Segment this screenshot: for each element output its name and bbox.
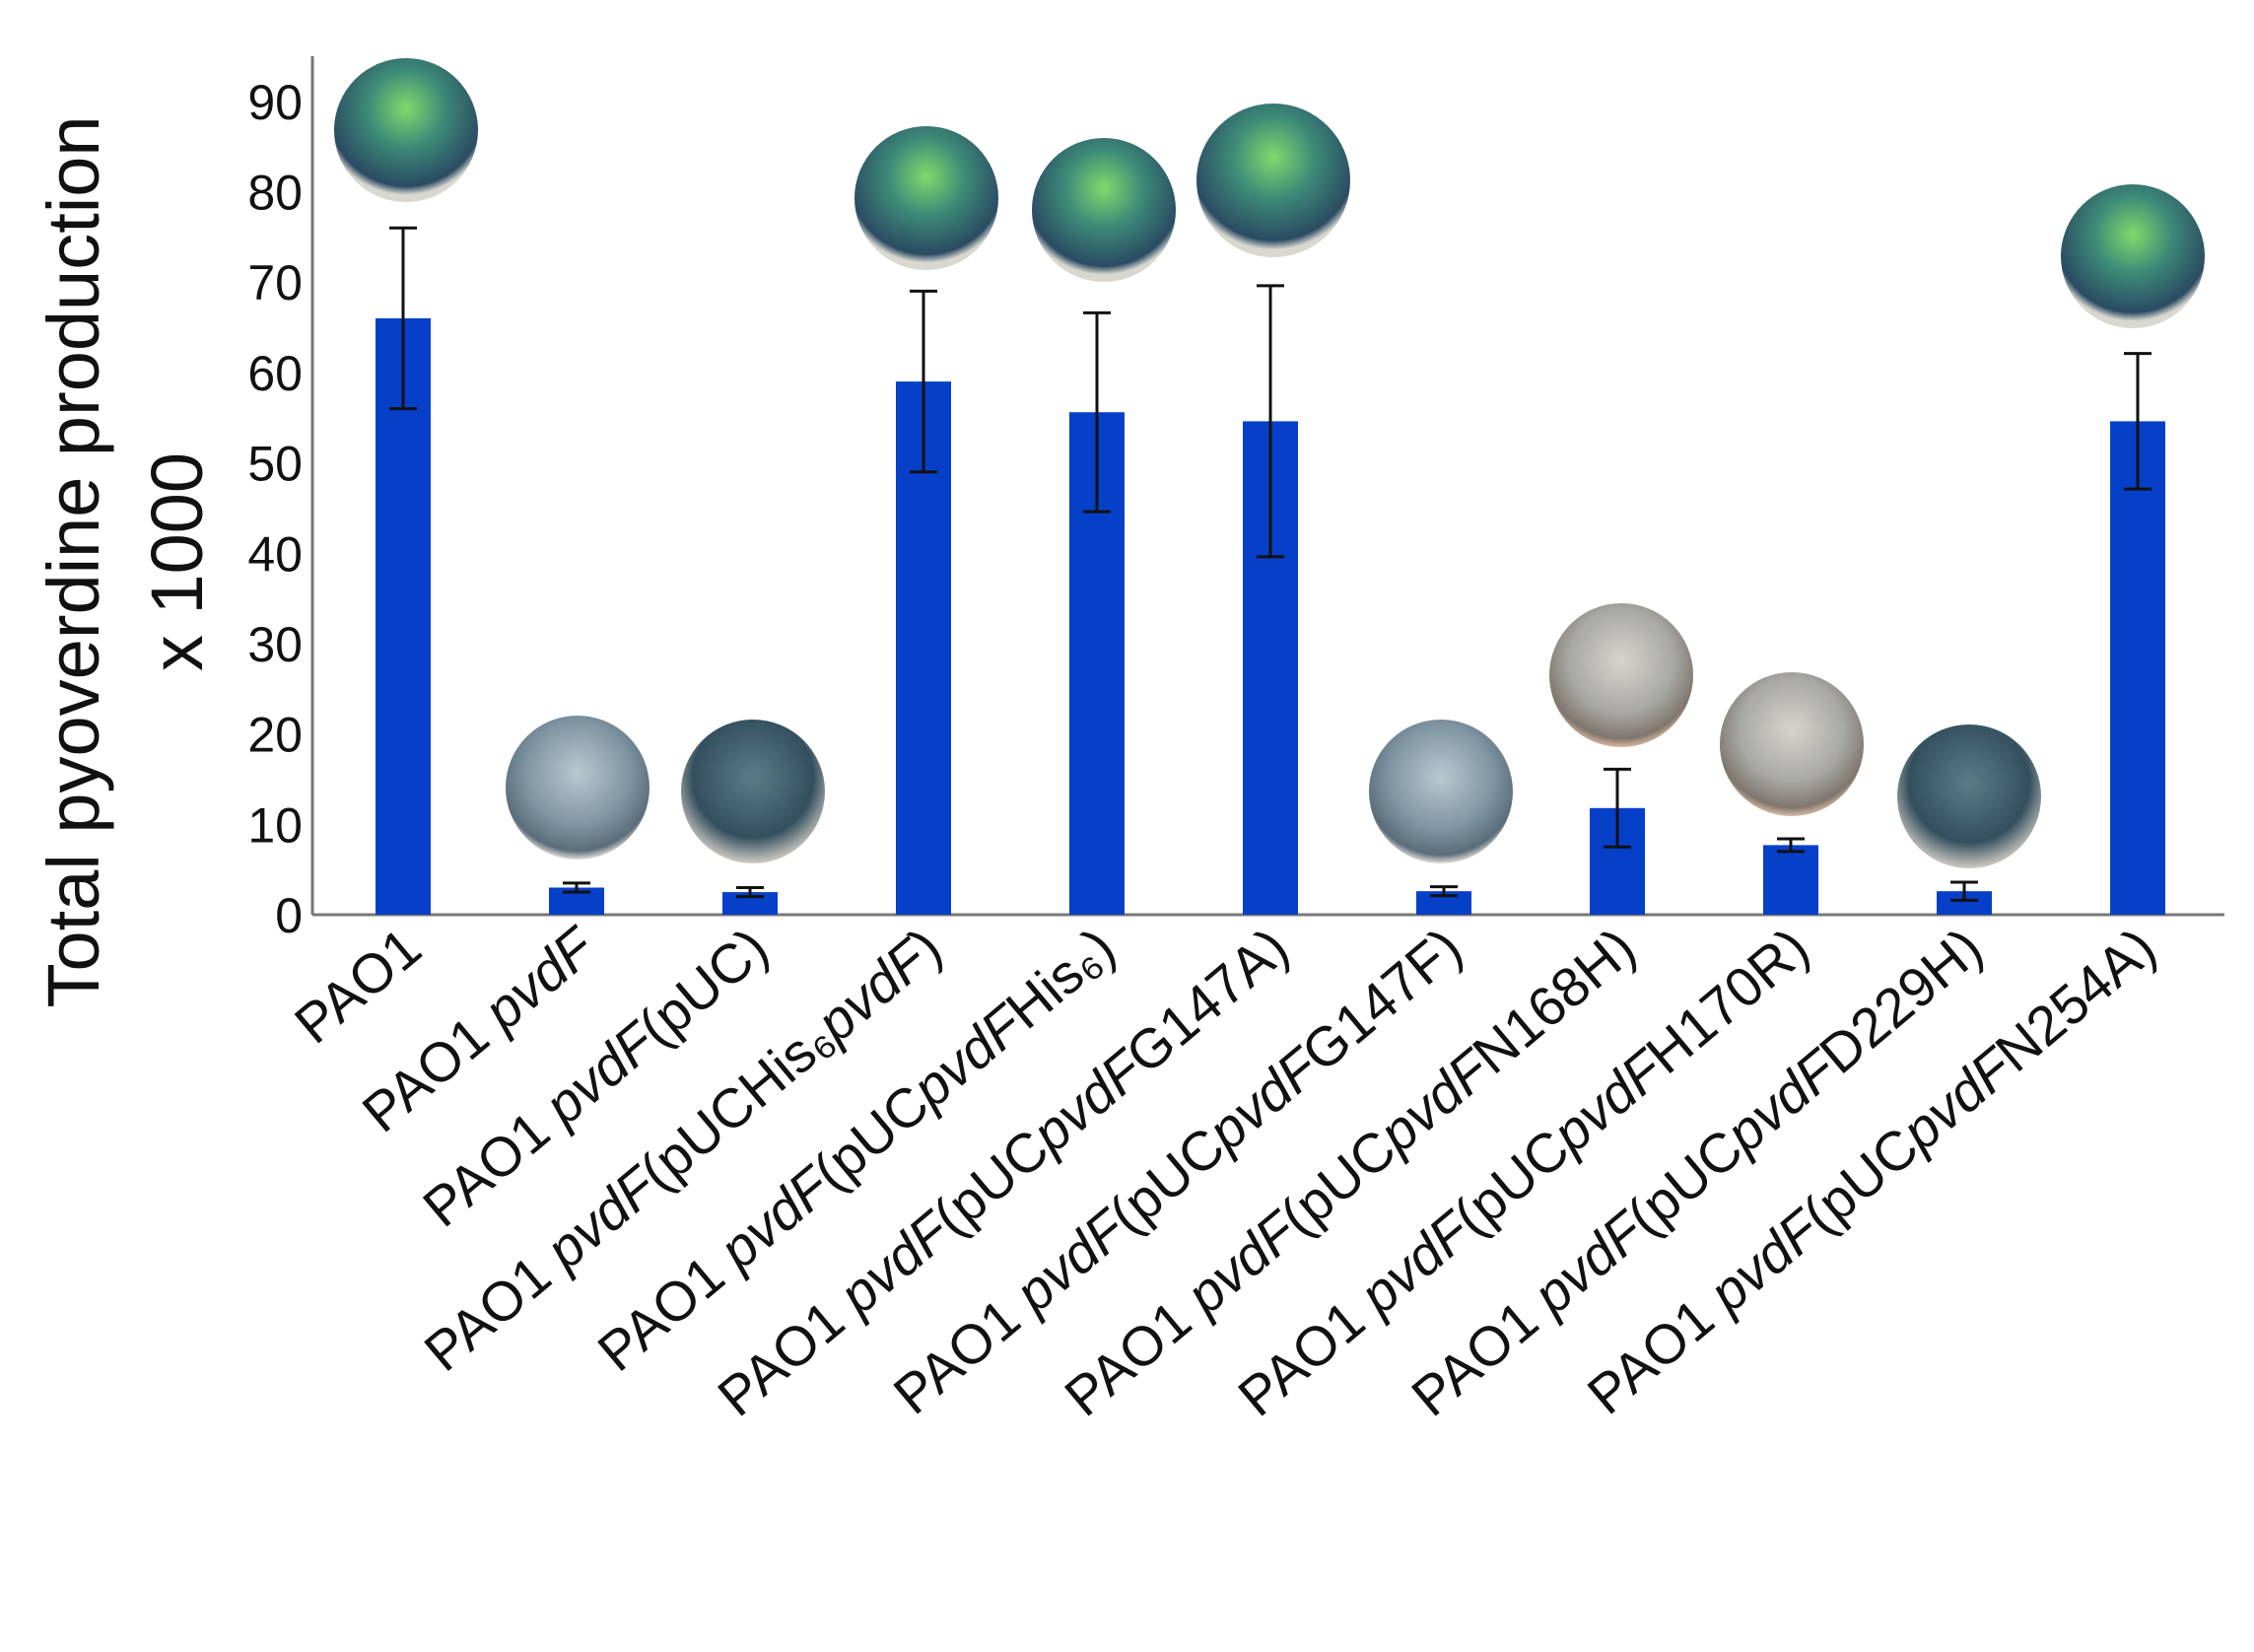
error-bar — [910, 289, 937, 474]
error-bar — [1950, 880, 1978, 902]
x-tick-label: PAO1 — [283, 916, 433, 1056]
y-tick-label: 50 — [247, 437, 303, 492]
y-tick-label: 40 — [247, 526, 303, 582]
y-axis-title: x 1000 — [136, 452, 218, 671]
plate-photo — [334, 58, 478, 202]
y-tick-label: 80 — [247, 166, 303, 221]
plate-photo — [1032, 138, 1176, 282]
plate-photo — [2061, 184, 2205, 328]
plate-photo — [1897, 724, 2041, 868]
plate-photo — [1196, 103, 1350, 257]
y-tick-label: 60 — [247, 346, 303, 401]
plate-photos — [334, 58, 2205, 868]
bar — [1937, 891, 1992, 915]
plate-photo — [1369, 720, 1513, 863]
plate-photo — [681, 720, 825, 863]
error-bar — [1604, 767, 1631, 849]
y-tick-label: 90 — [247, 75, 303, 130]
error-bar — [1777, 837, 1805, 854]
error-bar — [736, 885, 764, 899]
bar — [2110, 421, 2165, 915]
bar — [1763, 845, 1818, 915]
y-tick-label: 70 — [247, 255, 303, 310]
y-tick-label: 30 — [247, 617, 303, 672]
error-bar — [1257, 284, 1284, 559]
plate-photo — [854, 126, 998, 270]
y-axis-title: Total pyoverdine production — [33, 115, 114, 1007]
error-bar — [2124, 352, 2152, 491]
plate-photo — [506, 716, 649, 860]
error-bar — [1430, 885, 1458, 898]
plate-photo — [1720, 672, 1864, 816]
error-bar — [563, 881, 590, 894]
y-tick-label: 0 — [275, 888, 303, 943]
error-bar — [1083, 310, 1111, 514]
y-tick-label: 20 — [247, 708, 303, 763]
bar — [376, 317, 431, 915]
error-bar — [389, 226, 417, 411]
plate-photo — [1549, 603, 1693, 747]
y-tick-label: 10 — [247, 797, 303, 853]
